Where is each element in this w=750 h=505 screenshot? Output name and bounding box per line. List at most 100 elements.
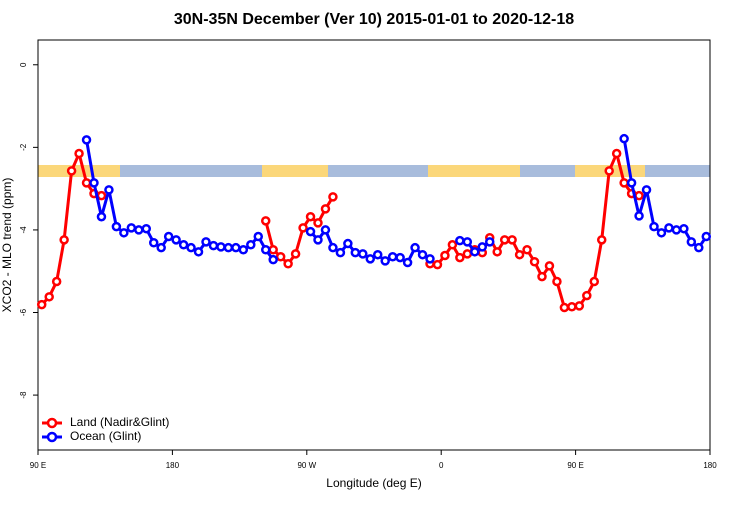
data-point: [208, 240, 219, 251]
y-tick-label: -2: [19, 143, 28, 151]
data-point: [462, 237, 473, 247]
data-point: [320, 225, 331, 235]
data-point: [499, 235, 510, 245]
data-point: [679, 223, 689, 234]
data-point: [574, 301, 585, 311]
data-point: [290, 249, 301, 259]
x-tick-label: 90 E: [30, 461, 46, 470]
data-point: [596, 235, 607, 245]
data-point: [410, 242, 420, 253]
data-point: [380, 256, 390, 266]
data-point: [425, 254, 435, 264]
land-ocean-strip: [38, 165, 710, 177]
data-point: [455, 235, 465, 246]
data-point: [66, 166, 77, 176]
legend-label: Land (Nadir&Glint): [70, 415, 169, 429]
data-point: [432, 259, 443, 270]
y-tick-label: -6: [19, 308, 28, 316]
data-point: [447, 240, 458, 250]
data-point: [387, 252, 398, 262]
data-point: [141, 223, 152, 234]
data-point: [544, 261, 555, 271]
data-point: [455, 252, 465, 263]
chart-title: 30N-35N December (Ver 10) 2015-01-01 to …: [174, 11, 574, 28]
data-point: [462, 249, 473, 259]
data-point: [395, 252, 405, 263]
data-point: [350, 247, 361, 258]
data-point: [59, 235, 69, 245]
data-point: [664, 223, 674, 233]
data-point: [313, 235, 323, 245]
data-point: [522, 244, 532, 255]
data-point: [51, 276, 62, 287]
data-point: [514, 249, 525, 260]
data-point: [694, 242, 704, 253]
data-point: [619, 178, 629, 188]
data-point: [634, 211, 644, 221]
data-point: [96, 190, 107, 201]
legend-marker: [46, 431, 58, 443]
data-point: [246, 240, 256, 250]
legend: Land (Nadir&Glint) Ocean (Glint): [42, 415, 169, 443]
data-point: [305, 226, 316, 237]
data-point: [402, 257, 413, 268]
legend-label: Ocean (Glint): [70, 429, 141, 443]
data-point: [231, 242, 241, 253]
data-point: [186, 242, 196, 253]
data-point: [559, 302, 570, 313]
x-tick-label: 180: [166, 461, 180, 470]
data-point: [268, 254, 278, 265]
data-point: [589, 276, 600, 287]
data-point: [201, 237, 211, 247]
data-point: [470, 247, 480, 257]
data-point: [193, 247, 204, 257]
data-point: [626, 178, 637, 188]
x-axis-label: Longitude (deg E): [326, 476, 421, 490]
legend-marker: [46, 417, 58, 429]
data-point: [320, 204, 331, 214]
data-point: [529, 256, 540, 267]
data-point: [313, 218, 323, 228]
data-point: [537, 271, 547, 282]
data-point: [111, 221, 122, 232]
data-point: [81, 135, 92, 145]
data-point: [619, 133, 629, 144]
data-point: [253, 231, 264, 242]
data-point: [649, 221, 659, 232]
data-point: [701, 231, 712, 242]
data-point: [358, 249, 368, 259]
y-tick-label: 0: [19, 62, 28, 67]
data-point: [343, 238, 353, 249]
data-point: [492, 247, 502, 257]
data-point: [148, 237, 159, 248]
data-point: [89, 178, 99, 188]
data-point: [440, 250, 450, 261]
data-point: [641, 185, 652, 195]
data-point: [260, 244, 271, 255]
data-point: [74, 148, 84, 159]
data-point: [119, 228, 129, 238]
data-point: [134, 225, 144, 235]
data-point: [298, 223, 308, 233]
y-tick-label: -4: [19, 226, 28, 234]
data-point: [178, 240, 189, 250]
data-point: [163, 231, 174, 242]
x-tick-label: 90 W: [297, 461, 316, 470]
data-point: [372, 249, 383, 260]
data-point: [283, 259, 293, 269]
data-point: [275, 252, 286, 262]
y-axis-label: XCO2 - MLO trend (ppm): [0, 178, 14, 313]
data-point: [477, 242, 488, 252]
data-point: [305, 211, 316, 222]
x-tick-label: 90 E: [567, 461, 583, 470]
data-point: [507, 235, 517, 245]
data-point: [268, 244, 278, 255]
data-point: [671, 225, 682, 235]
data-point: [604, 166, 614, 176]
x-tick-label: 180: [703, 461, 717, 470]
data-point: [484, 237, 495, 247]
data-point: [156, 242, 166, 253]
data-point: [328, 242, 338, 253]
data-point: [365, 254, 376, 264]
data-point: [36, 299, 47, 310]
